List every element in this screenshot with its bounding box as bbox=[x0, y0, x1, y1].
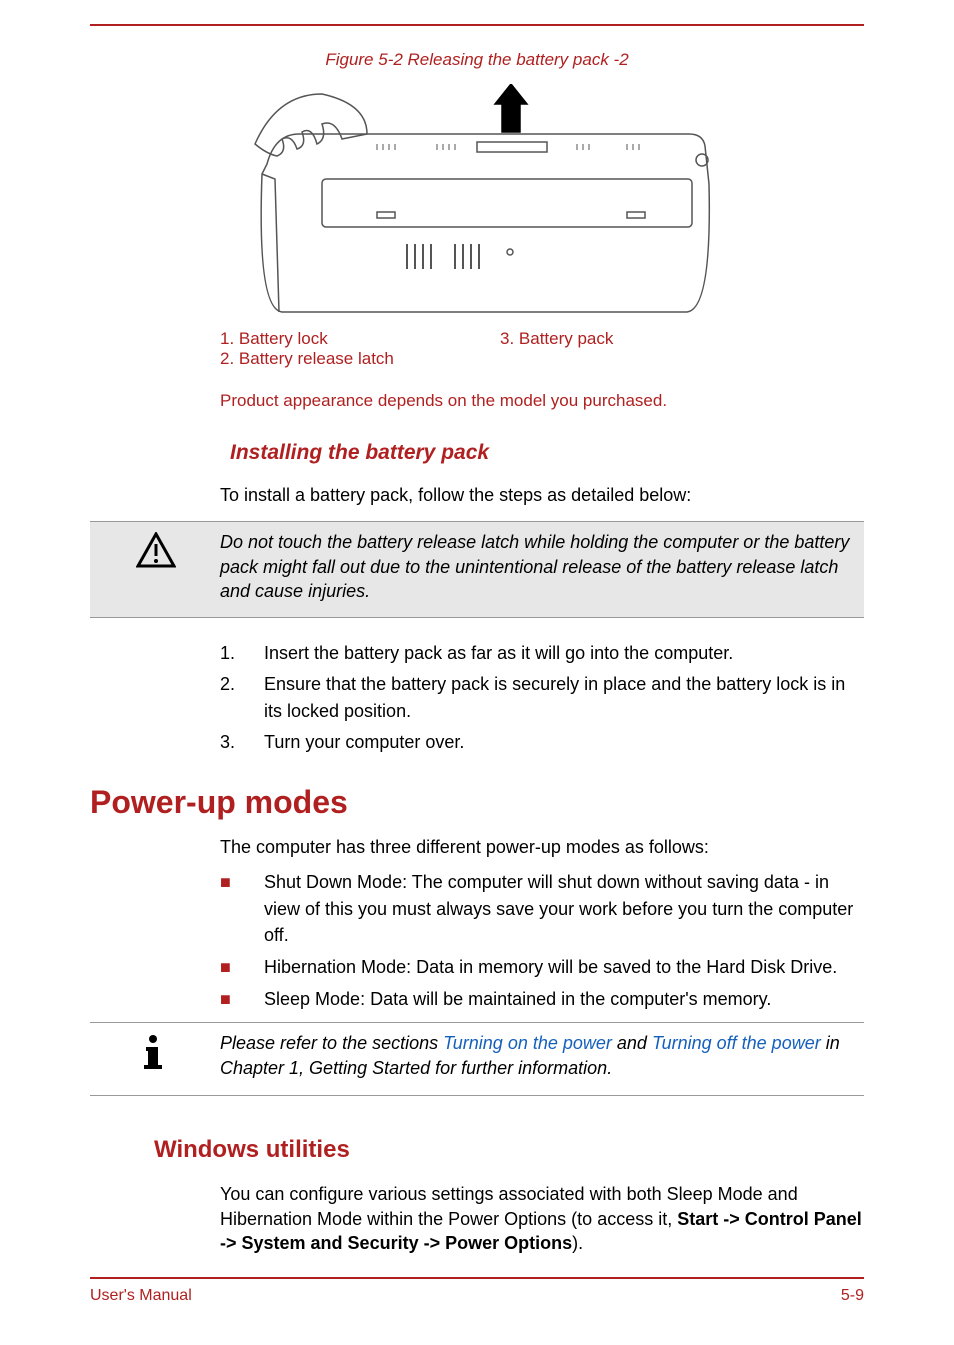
info-text-mid: and bbox=[612, 1033, 652, 1053]
list-item: ■Hibernation Mode: Data in memory will b… bbox=[220, 954, 864, 980]
figure-callouts: 1. Battery lock 2. Battery release latch… bbox=[220, 329, 864, 369]
figure-illustration bbox=[227, 84, 727, 319]
footer-right: 5-9 bbox=[841, 1287, 864, 1305]
page-footer: User's Manual 5-9 bbox=[90, 1277, 864, 1305]
figure-caption: Figure 5-2 Releasing the battery pack -2 bbox=[90, 50, 864, 70]
footer-rule bbox=[90, 1277, 864, 1279]
install-intro: To install a battery pack, follow the st… bbox=[220, 483, 864, 507]
install-steps-list: 1.Insert the battery pack as far as it w… bbox=[220, 640, 864, 756]
install-step: 3.Turn your computer over. bbox=[220, 729, 864, 756]
windows-body-post: ). bbox=[572, 1233, 583, 1253]
mode-text: Shut Down Mode: The computer will shut d… bbox=[264, 869, 864, 947]
caution-text: Do not touch the battery release latch w… bbox=[220, 530, 852, 603]
bullet-icon: ■ bbox=[220, 869, 264, 947]
windows-utilities-body: You can configure various settings assoc… bbox=[220, 1182, 864, 1255]
callout-2: 2. Battery release latch bbox=[220, 349, 500, 369]
step-number: 2. bbox=[220, 671, 264, 725]
step-text: Insert the battery pack as far as it wil… bbox=[264, 640, 733, 667]
install-step: 2.Ensure that the battery pack is secure… bbox=[220, 671, 864, 725]
step-number: 3. bbox=[220, 729, 264, 756]
windows-utilities-heading: Windows utilities bbox=[154, 1136, 864, 1164]
info-text: Please refer to the sections Turning on … bbox=[220, 1031, 852, 1081]
caution-icon bbox=[136, 532, 176, 568]
step-text: Ensure that the battery pack is securely… bbox=[264, 671, 864, 725]
info-icon bbox=[136, 1033, 170, 1071]
product-appearance-note: Product appearance depends on the model … bbox=[220, 391, 864, 411]
mode-text: Sleep Mode: Data will be maintained in t… bbox=[264, 986, 771, 1012]
power-modes-list: ■Shut Down Mode: The computer will shut … bbox=[220, 869, 864, 1011]
installing-battery-heading: Installing the battery pack bbox=[230, 441, 864, 465]
power-up-modes-heading: Power-up modes bbox=[90, 784, 864, 821]
list-item: ■Shut Down Mode: The computer will shut … bbox=[220, 869, 864, 947]
info-text-pre: Please refer to the sections bbox=[220, 1033, 443, 1053]
footer-left: User's Manual bbox=[90, 1287, 192, 1305]
caution-block: Do not touch the battery release latch w… bbox=[90, 521, 864, 618]
link-turning-off[interactable]: Turning off the power bbox=[652, 1033, 821, 1053]
list-item: ■Sleep Mode: Data will be maintained in … bbox=[220, 986, 864, 1012]
callout-3: 3. Battery pack bbox=[500, 329, 613, 349]
mode-text: Hibernation Mode: Data in memory will be… bbox=[264, 954, 837, 980]
install-step: 1.Insert the battery pack as far as it w… bbox=[220, 640, 864, 667]
link-turning-on[interactable]: Turning on the power bbox=[443, 1033, 612, 1053]
step-text: Turn your computer over. bbox=[264, 729, 464, 756]
power-intro: The computer has three different power-u… bbox=[220, 835, 864, 859]
bullet-icon: ■ bbox=[220, 986, 264, 1012]
step-number: 1. bbox=[220, 640, 264, 667]
battery-release-diagram bbox=[227, 84, 727, 319]
info-block: Please refer to the sections Turning on … bbox=[90, 1022, 864, 1096]
top-rule bbox=[90, 24, 864, 26]
callout-1: 1. Battery lock bbox=[220, 329, 500, 349]
bullet-icon: ■ bbox=[220, 954, 264, 980]
